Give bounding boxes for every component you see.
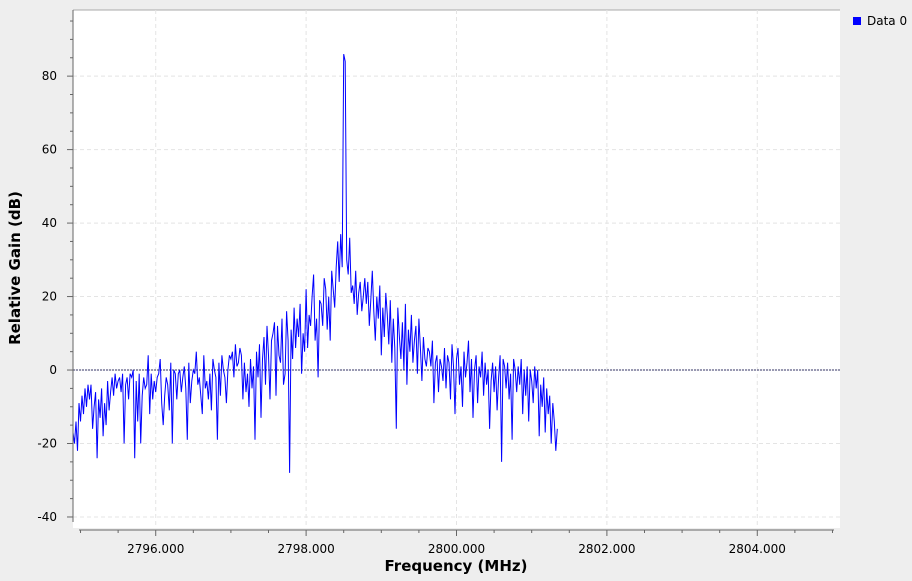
y-tick-label: -20 (37, 437, 57, 451)
x-tick-label: 2798.000 (277, 542, 334, 556)
y-tick-label: 80 (42, 69, 57, 83)
y-tick-label: 60 (42, 143, 57, 157)
y-tick-label: 40 (42, 216, 57, 230)
y-axis-title: Relative Gain (dB) (6, 191, 24, 345)
y-tick-label: 20 (42, 290, 57, 304)
legend-label-data-0: Data 0 (867, 14, 907, 28)
x-axis-title: Frequency (MHz) (385, 557, 528, 575)
x-axis-ticks: 2796.000 2798.000 2800.000 2802.000 2804.000 (80, 530, 833, 556)
x-tick-label: 2800.000 (428, 542, 485, 556)
x-tick-label: 2802.000 (578, 542, 635, 556)
x-tick-label: 2804.000 (729, 542, 786, 556)
legend-swatch-data-0 (853, 17, 861, 25)
legend: Data 0 (853, 14, 907, 28)
series-group (72, 53, 558, 473)
series-line-data-0 (72, 53, 558, 473)
y-tick-label: 0 (49, 363, 57, 377)
x-tick-label: 2796.000 (127, 542, 184, 556)
y-axis-ticks: -40 -20 0 20 40 60 80 (37, 20, 73, 524)
y-tick-label: -40 (37, 510, 57, 524)
